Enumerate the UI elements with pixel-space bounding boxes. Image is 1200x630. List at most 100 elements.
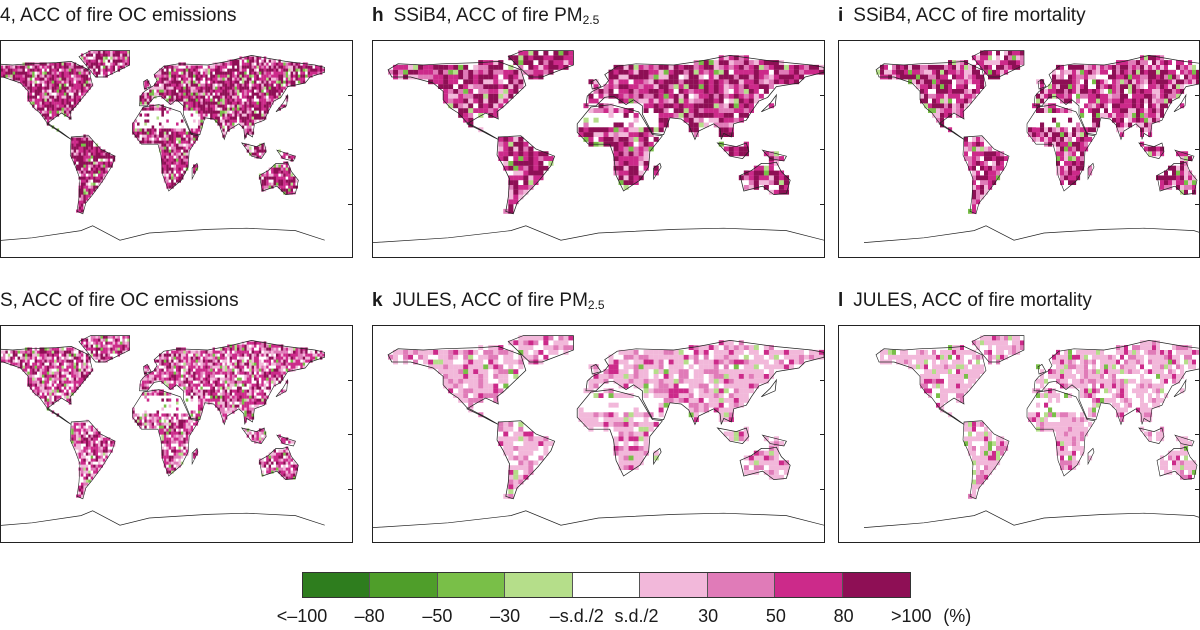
grid-cell <box>59 62 62 66</box>
coastline <box>191 162 199 181</box>
grid-cell <box>718 69 724 75</box>
grid-cell <box>251 71 255 75</box>
grid-cell <box>956 84 961 89</box>
grid-cell <box>178 155 181 159</box>
grid-cell <box>443 93 449 99</box>
grid-cell <box>1104 88 1109 94</box>
grid-cell <box>83 203 86 207</box>
grid-cell <box>988 170 993 176</box>
grid-cell <box>261 68 264 72</box>
grid-cell <box>178 440 181 444</box>
grid-cell <box>190 131 194 135</box>
grid-cell <box>171 446 174 450</box>
grid-cell <box>176 65 179 69</box>
grid-cell <box>217 110 220 114</box>
grid-cell <box>229 95 233 99</box>
grid-cell <box>178 71 181 75</box>
grid-cell <box>813 69 820 75</box>
grid-cell <box>553 50 559 56</box>
grid-cell <box>251 104 255 108</box>
grid-cell <box>976 151 981 157</box>
grid-cell <box>166 134 169 138</box>
grid-cell <box>239 77 242 81</box>
grid-cell <box>217 68 220 72</box>
grid-cell <box>236 119 240 123</box>
grid-cell <box>968 146 973 152</box>
grid-cell <box>1096 103 1101 109</box>
grid-cell <box>83 182 86 186</box>
grid-cell <box>158 143 162 147</box>
grid-cell <box>85 464 89 468</box>
grid-cell <box>984 184 989 190</box>
grid-cell <box>144 113 147 117</box>
grid-cell <box>948 64 953 70</box>
grid-cell <box>1176 175 1181 181</box>
grid-cell <box>176 98 179 102</box>
grid-cell <box>171 128 174 132</box>
grid-cell <box>180 437 184 441</box>
grid-cell <box>443 88 449 94</box>
grid-cell <box>972 88 977 94</box>
grid-cell <box>271 173 274 177</box>
grid-cell <box>219 98 223 102</box>
grid-cell <box>1056 160 1061 166</box>
grid-cell <box>241 74 245 78</box>
grid-cell <box>1076 151 1081 157</box>
panel-title-text: SSiB4, ACC of fire mortality <box>853 5 1086 26</box>
grid-cell <box>49 83 52 87</box>
grid-cell <box>183 428 186 432</box>
grid-cell <box>239 110 242 114</box>
grid-cell <box>283 62 286 66</box>
grid-cell <box>653 88 659 94</box>
grid-cell <box>608 79 614 85</box>
grid-cell <box>266 68 269 72</box>
grid-cell <box>1076 141 1081 147</box>
grid-cell <box>244 113 247 117</box>
grid-cell <box>668 84 674 89</box>
grid-cell <box>278 107 281 111</box>
grid-cell <box>256 77 259 81</box>
grid-cell <box>93 452 96 456</box>
grid-cell <box>548 160 554 166</box>
grid-cell <box>924 64 929 70</box>
grid-cell <box>263 98 267 102</box>
grid-cell <box>88 470 91 474</box>
coastline <box>275 93 289 113</box>
grid-cell <box>1060 79 1065 85</box>
grid-cell <box>1168 79 1173 85</box>
grid-cell <box>105 437 108 441</box>
grid-cell <box>268 68 272 72</box>
grid-cell <box>176 422 179 426</box>
grid-cell <box>288 65 291 69</box>
grid-cell <box>56 95 60 99</box>
grid-cell <box>723 103 729 109</box>
grid-cell <box>1060 136 1065 142</box>
grid-cell <box>503 84 509 89</box>
grid-cell <box>80 80 84 84</box>
grid-cell <box>728 69 734 75</box>
grid-cell <box>623 112 629 118</box>
grid-cell <box>940 112 945 118</box>
grid-cell <box>90 56 94 60</box>
grid-cell <box>968 84 973 89</box>
grid-cell <box>254 65 257 69</box>
grid-cell <box>271 455 274 459</box>
grid-cell <box>210 74 213 78</box>
grid-cell <box>618 127 624 133</box>
grid-cell <box>7 65 11 69</box>
grid-cell <box>988 156 993 161</box>
grid-cell <box>244 428 247 432</box>
grid-cell <box>80 203 84 207</box>
coastline <box>971 50 1025 78</box>
grid-cell <box>1116 84 1121 89</box>
grid-cell <box>713 88 719 94</box>
grid-cell <box>271 86 274 90</box>
grid-cell <box>1100 88 1105 94</box>
grid-cell <box>1120 64 1125 70</box>
grid-cell <box>127 59 130 63</box>
grid-cell <box>219 80 223 84</box>
grid-cell <box>176 461 179 465</box>
grid-cell <box>633 127 639 133</box>
grid-cell <box>293 473 296 477</box>
grid-cell <box>256 92 259 96</box>
